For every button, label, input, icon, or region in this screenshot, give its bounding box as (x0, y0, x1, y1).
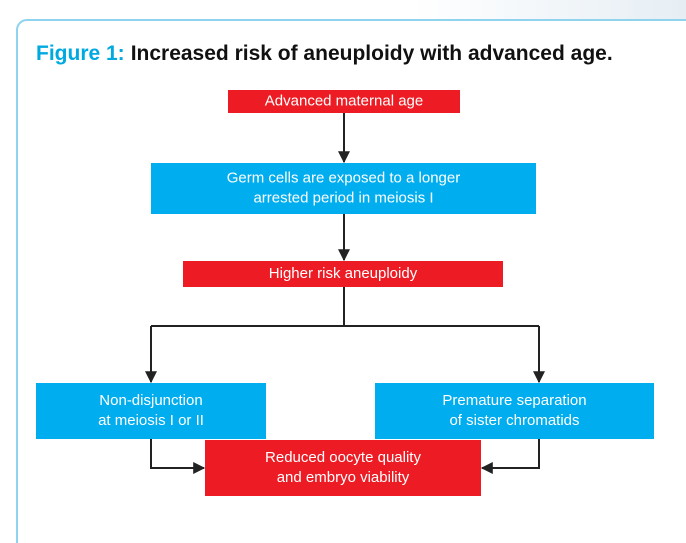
node-label: Reduced oocyte quality (265, 449, 421, 466)
arrow (150, 439, 206, 474)
node-label: Non-disjunction (99, 392, 202, 409)
node-label: arrested period in meiosis I (253, 189, 433, 206)
arrow (480, 439, 540, 474)
node-box (151, 163, 536, 214)
node-box (228, 90, 460, 113)
connectors (145, 113, 545, 474)
node-box (205, 440, 481, 496)
node-label: Premature separation (442, 392, 586, 409)
node-label: Higher risk aneuploidy (269, 265, 418, 282)
nodes: Advanced maternal age Germ cells are expo… (36, 90, 654, 496)
node-box (375, 383, 654, 439)
node-label: Germ cells are exposed to a longer (227, 169, 460, 186)
figure-title: Figure 1: Increased risk of aneuploidy wi… (36, 42, 613, 65)
node-label: and embryo viability (277, 469, 410, 486)
node-label: Advanced maternal age (265, 92, 423, 109)
node-box (183, 261, 503, 287)
node-label: at meiosis I or II (98, 412, 204, 429)
node-label: of sister chromatids (449, 412, 579, 429)
node-box (36, 383, 266, 439)
title-text: Increased risk of aneuploidy with advanc… (131, 42, 613, 65)
figure-label: Figure 1: (36, 42, 125, 65)
